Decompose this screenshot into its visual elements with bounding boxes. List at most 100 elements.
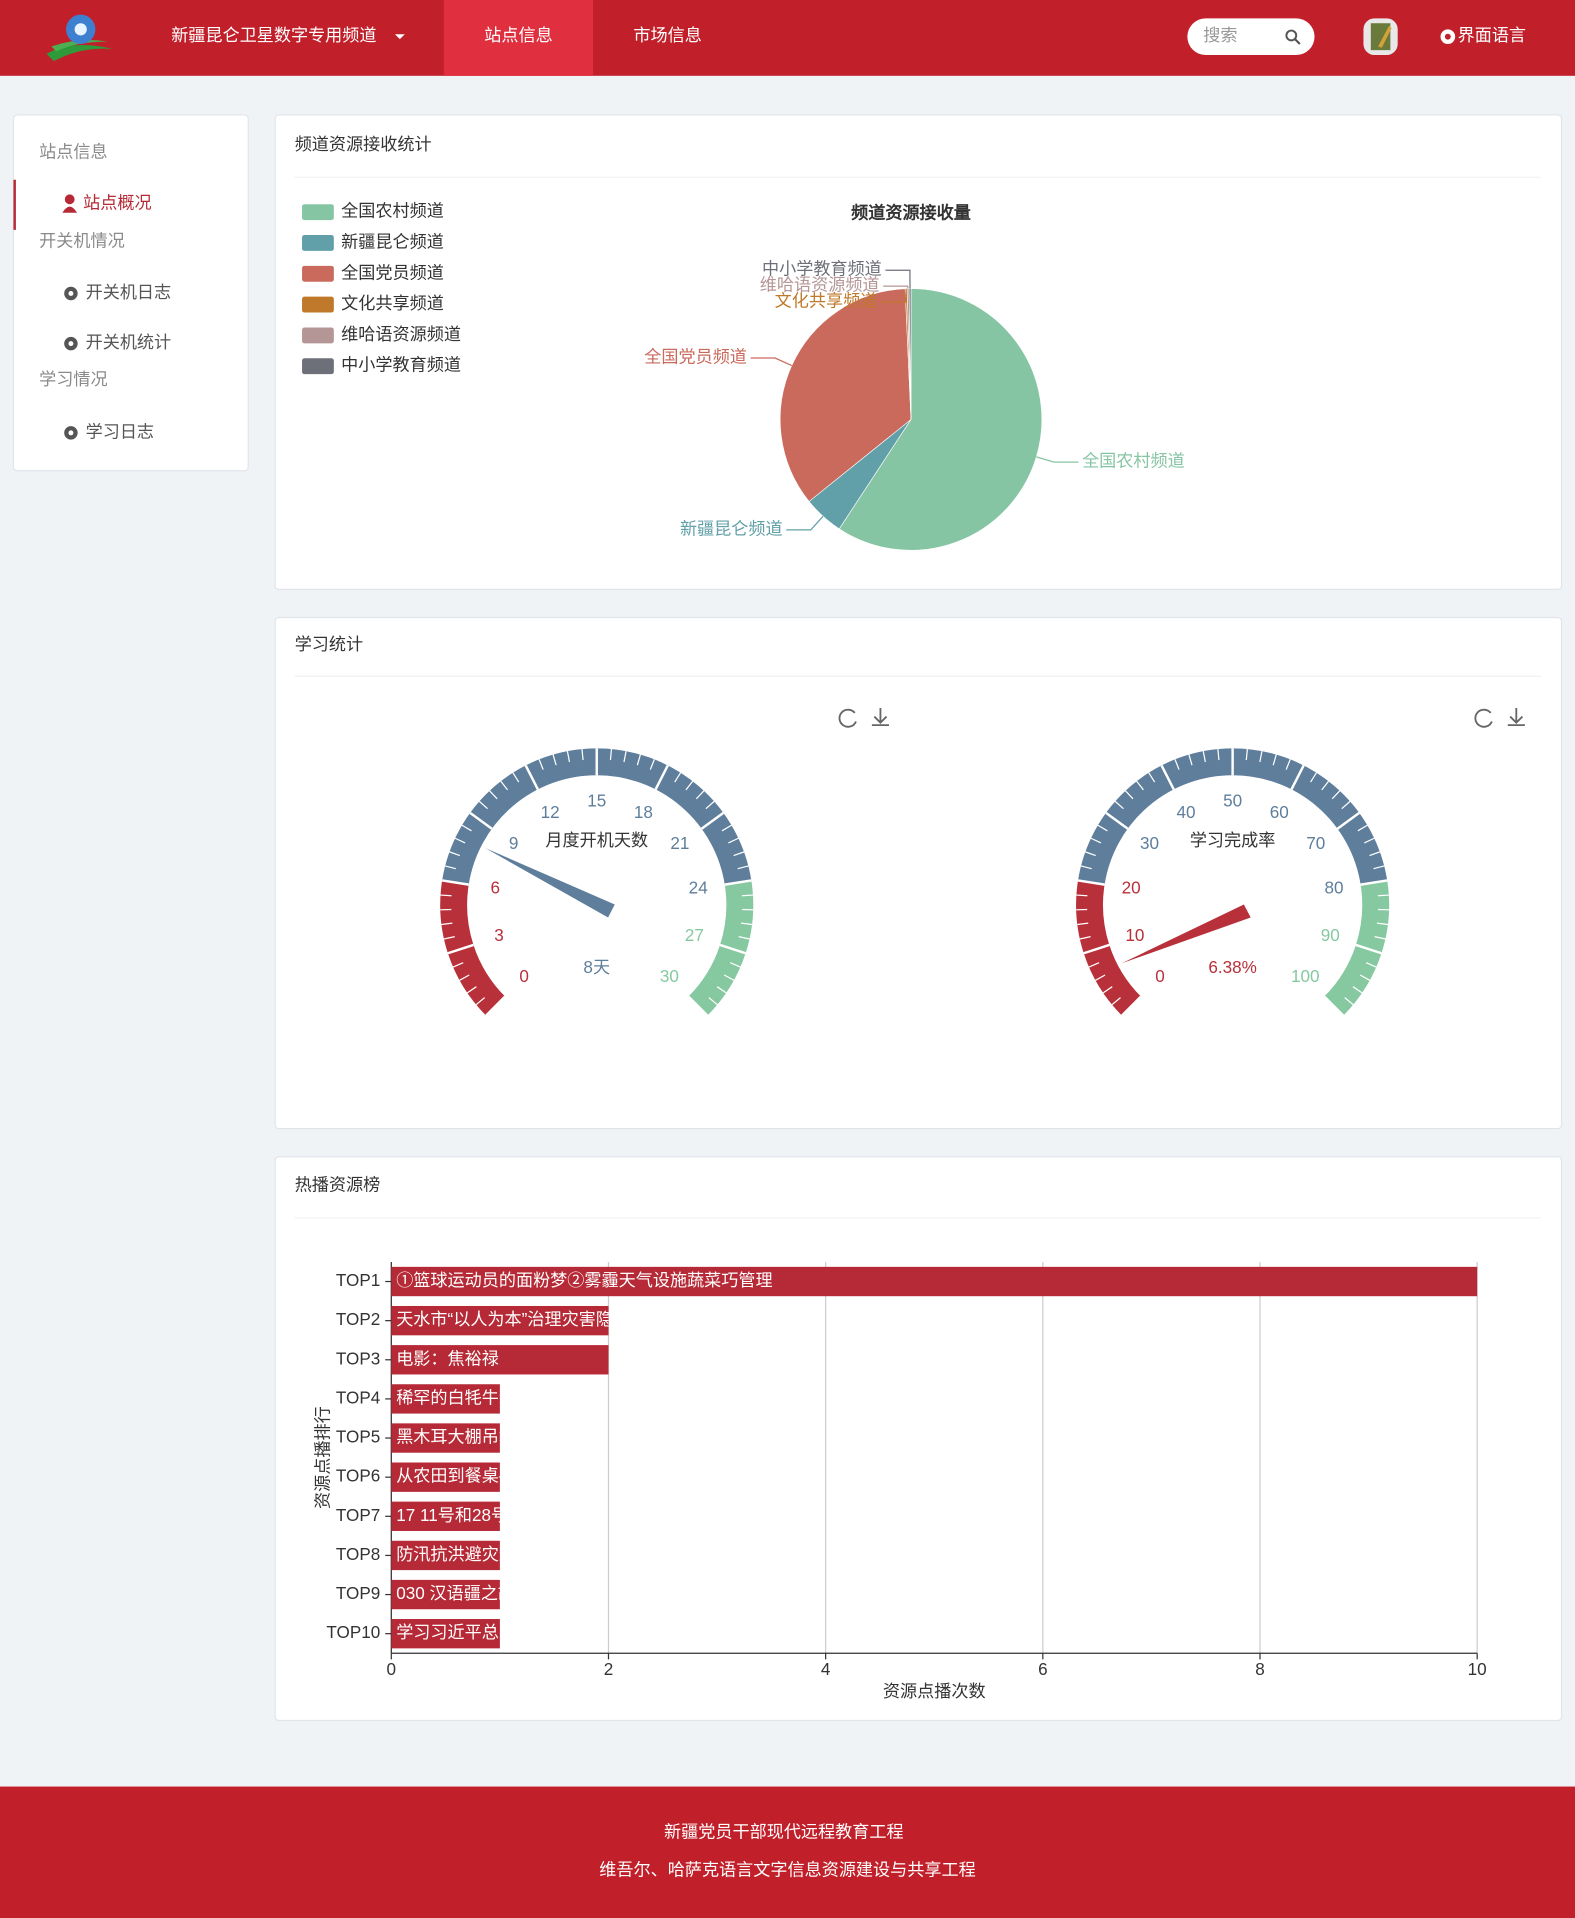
gauge-minor-tick: [449, 851, 461, 857]
gauge-tick: [1077, 879, 1105, 886]
gauge-tick: [1360, 879, 1388, 886]
search-icon[interactable]: [1285, 29, 1298, 42]
y-axis-title: 资源点播排行: [314, 1406, 333, 1509]
download-icon[interactable]: [871, 708, 889, 727]
sidebar-section: 站点信息: [39, 142, 107, 161]
pie-leader: [883, 285, 909, 289]
gauge-tick-label: 3: [494, 926, 504, 945]
gauge-minor-tick: [1365, 962, 1377, 968]
gauge-minor-tick: [623, 751, 627, 763]
gauge-tick: [1160, 764, 1175, 790]
gauge-minor-tick: [478, 800, 488, 810]
bar: [391, 1579, 500, 1610]
x-tick-label: 8: [1255, 1660, 1265, 1679]
bar: [391, 1540, 500, 1571]
gauge-tick: [441, 879, 469, 886]
gauge-minor-tick: [444, 865, 456, 870]
gauge-minor-tick: [500, 780, 509, 791]
gauge-minor-tick: [443, 936, 455, 940]
pie-leader: [885, 269, 911, 289]
gauge-tick-label: 70: [1306, 834, 1325, 853]
bar: [391, 1266, 1478, 1297]
gauge-title: 学习完成率: [1190, 831, 1276, 850]
gauge-minor-tick: [733, 851, 745, 857]
gauge-minor-tick: [738, 936, 750, 940]
nav-item[interactable]: 市场信息: [633, 26, 701, 45]
legend-swatch: [302, 204, 334, 221]
gauge-minor-tick: [1077, 922, 1089, 926]
pie-label: 维哈语资源频道: [760, 276, 880, 295]
download-icon[interactable]: [1507, 708, 1525, 727]
gauge-tick: [469, 811, 493, 830]
gauge-minor-tick: [1364, 837, 1375, 844]
pie-label: 新疆昆仑频道: [680, 519, 783, 538]
bar-label: 17 11号和28号: [396, 1506, 508, 1525]
nav-item[interactable]: 站点信息: [484, 26, 552, 45]
pie-label: 全国农村频道: [1082, 452, 1185, 471]
gear-icon: [68, 430, 74, 436]
pie-label: 全国党员频道: [644, 348, 747, 367]
nav-brand[interactable]: 新疆昆仑卫星数字专用频道: [171, 26, 376, 45]
gauge-tick: [1323, 995, 1345, 1017]
bar-label: 防汛抗洪避灾进: [396, 1545, 516, 1564]
gauge-minor-tick: [705, 800, 715, 810]
legend-swatch: [302, 235, 334, 251]
gauge-minor-tick: [1090, 837, 1102, 844]
gauge-tick-label: 0: [1155, 967, 1165, 986]
bar-label: 黑木耳大棚吊袋: [396, 1428, 516, 1447]
gauge-tick: [724, 879, 752, 886]
legend-swatch: [302, 327, 334, 344]
sidebar-item-active[interactable]: 站点概况: [83, 194, 151, 213]
footer: [0, 1786, 1575, 1918]
language-switch[interactable]: 界面语言: [1458, 26, 1526, 45]
refresh-icon[interactable]: [838, 708, 857, 728]
bar: [391, 1345, 609, 1375]
gauge-minor-tick: [1217, 749, 1220, 761]
gauge-minor-tick: [1097, 824, 1108, 832]
logo-swoosh: [46, 44, 113, 62]
bar: [391, 1501, 500, 1531]
x-tick-label: 2: [604, 1660, 614, 1679]
gauge-minor-tick: [649, 759, 655, 770]
gauge-minor-tick: [636, 754, 641, 766]
y-tick-label: TOP8: [336, 1545, 380, 1564]
search-box[interactable]: [1187, 18, 1315, 56]
gauge-minor-tick: [1272, 754, 1277, 766]
gauge-tick-label: 21: [670, 834, 689, 853]
gauge-minor-tick: [538, 759, 544, 770]
gauge-minor-tick: [1321, 780, 1330, 791]
gauge-tick: [687, 995, 709, 1017]
sidebar-item[interactable]: 开关机日志: [86, 283, 172, 302]
gauge-tick-label: 90: [1321, 926, 1340, 945]
bar-label: 天水市“以人为本”治理灾害隐患: [396, 1310, 630, 1329]
pie-label: 中小学教育频道: [762, 260, 882, 279]
sidebar-item[interactable]: 学习日志: [86, 422, 154, 441]
sidebar-item[interactable]: 开关机统计: [86, 333, 172, 352]
gauge-tick-label: 18: [634, 803, 653, 822]
gauge-minor-tick: [1331, 790, 1341, 800]
gauge-minor-tick: [721, 824, 732, 832]
logo[interactable]: [46, 14, 113, 62]
legend-label: 全国党员频道: [341, 263, 444, 282]
gauge-minor-tick: [466, 986, 477, 994]
footer-line: 新疆党员干部现代远程教育工程: [664, 1823, 904, 1842]
gauge-minor-tick: [452, 962, 464, 968]
bar: [391, 1619, 500, 1649]
legend-label: 全国农村频道: [341, 202, 444, 221]
gauge-tick-label: 50: [1223, 792, 1242, 811]
avatar-image: [1370, 23, 1391, 51]
bar-label: 稀罕的白牦牛新: [396, 1388, 516, 1407]
legend-label: 中小学教育频道: [341, 356, 461, 375]
gauge-minor-tick: [737, 865, 749, 870]
y-tick-label: TOP10: [326, 1623, 380, 1642]
y-tick-label: TOP1: [336, 1271, 380, 1290]
sidebar-section: 开关机情况: [39, 232, 125, 251]
gauge-tick: [719, 943, 746, 955]
gauge-minor-tick: [1357, 824, 1368, 832]
gauge-tick-label: 40: [1176, 803, 1195, 822]
gauge-tick-label: 80: [1325, 878, 1344, 897]
panel-title: 热播资源榜: [295, 1176, 381, 1195]
refresh-icon[interactable]: [1474, 708, 1493, 728]
footer-line: 维吾尔、哈萨克语言文字信息资源建设与共享工程: [599, 1860, 975, 1879]
